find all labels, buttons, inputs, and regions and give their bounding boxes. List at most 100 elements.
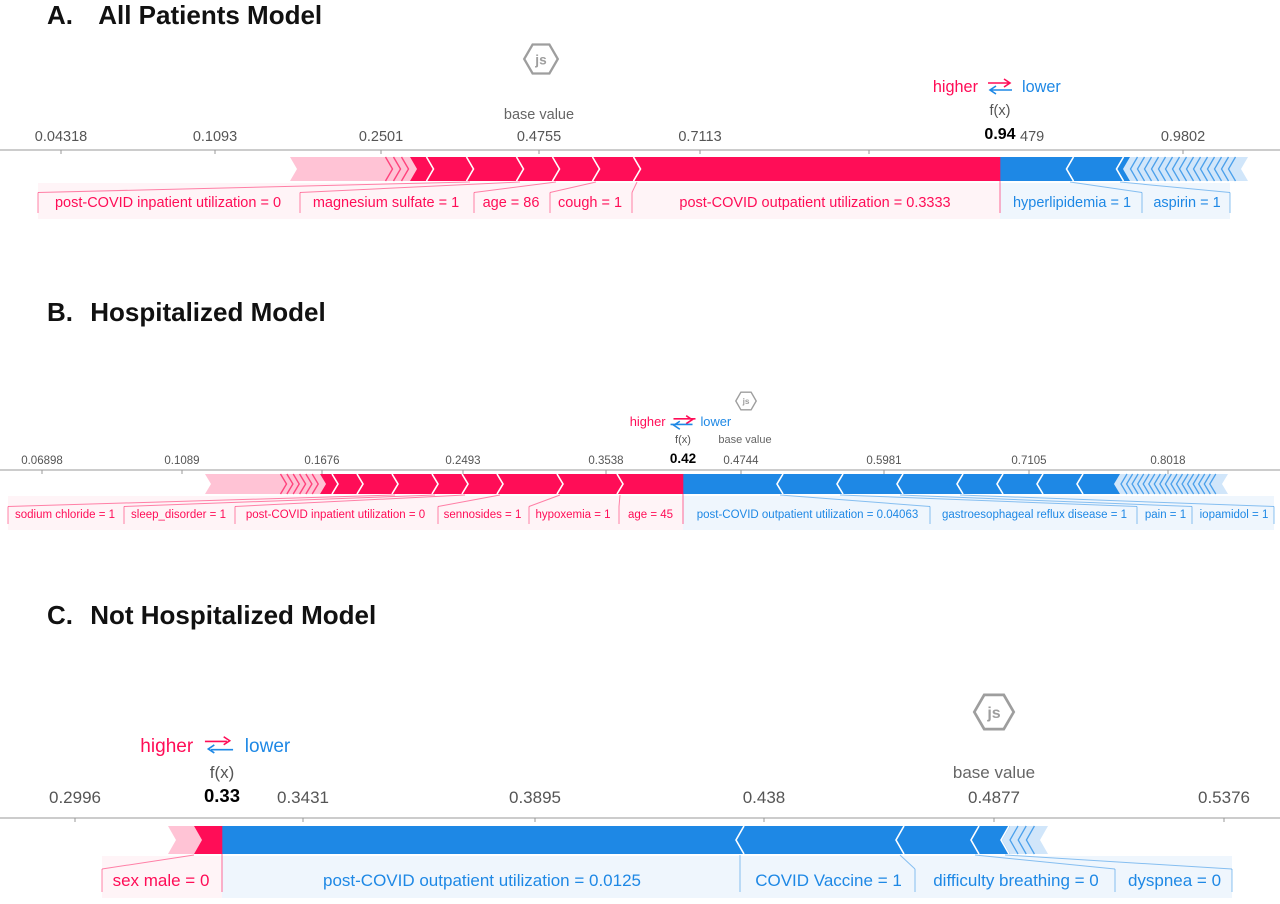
lower-label: lower — [245, 736, 291, 757]
fade-bar-higher — [168, 826, 202, 854]
arrow-left-icon — [988, 85, 1012, 95]
lower-label: lower — [700, 414, 731, 429]
segment-divider — [391, 473, 399, 495]
tick-label: 0.8018 — [1150, 455, 1185, 467]
feature-label-higher: sodium chloride = 1 — [15, 509, 115, 521]
label-shade-higher — [8, 496, 683, 530]
segment-divider — [970, 825, 980, 855]
tick-label: 0.1089 — [164, 455, 199, 467]
arrow-right-icon — [204, 736, 232, 746]
force-plot-hospitalized: js higher lower f(x) base value 0.06898 0.1089… — [0, 391, 1280, 530]
chevron-mark — [305, 473, 313, 495]
feature-label-lower: dyspnea = 0 — [1128, 871, 1221, 890]
label-shade-lower — [683, 496, 1274, 530]
segment-divider — [356, 473, 364, 495]
label-connector — [839, 494, 1138, 507]
segment-divider — [425, 156, 435, 182]
feature-label-higher: cough = 1 — [558, 195, 622, 211]
bar-higher-region — [410, 157, 1000, 181]
chevron-mark — [1025, 825, 1035, 855]
chevron-mark — [1175, 473, 1184, 495]
tick-label: 0.9802 — [1161, 129, 1205, 145]
js-logo-icon — [734, 391, 758, 411]
feature-label-lower: gastroesophageal reflux disease = 1 — [942, 509, 1127, 521]
tick-label: 0.1676 — [304, 455, 339, 467]
bar-lower-region — [683, 474, 1120, 494]
segment-divider — [776, 473, 784, 495]
chevron-mark — [286, 473, 294, 495]
chevron-mark — [1159, 473, 1167, 495]
segment-divider — [836, 473, 844, 495]
panel-a-title: A. All Patients Model — [47, 0, 322, 31]
fx-value: 0.42 — [670, 451, 696, 466]
chevron-mark — [1186, 473, 1195, 495]
chevron-mark — [1129, 156, 1139, 182]
panel-c-name: Not Hospitalized Model — [90, 600, 377, 630]
bar-higher-region — [320, 474, 683, 494]
fx-value: 0.33 — [204, 785, 240, 806]
chevron-mark — [1136, 156, 1146, 182]
tick-label: 0.2493 — [445, 455, 480, 467]
feature-label-lower: iopamidol = 1 — [1200, 509, 1269, 521]
panel-c-letter: C. — [47, 600, 73, 630]
bar-lower-region — [222, 826, 1010, 854]
tick-label: 0.7113 — [678, 129, 721, 145]
chevron-mark — [1009, 825, 1019, 855]
segment-divider — [461, 473, 469, 495]
segment-divider — [896, 473, 904, 495]
feature-label-lower: difficulty breathing = 0 — [933, 871, 1099, 890]
segment-divider — [551, 156, 561, 182]
chevron-mark — [1157, 156, 1167, 182]
tick-label: 0.4877 — [968, 788, 1020, 807]
feature-label-higher: magnesium sulfate = 1 — [313, 195, 459, 211]
tick-label: 0.4744 — [723, 455, 759, 467]
base-value-label: base value — [504, 107, 574, 123]
chevron-mark — [1199, 156, 1209, 182]
chevron-mark — [292, 473, 301, 495]
panel-b-title: B. Hospitalized Model — [47, 297, 326, 328]
tick-label: 0.2996 — [49, 788, 101, 807]
tick-label: 0.438 — [743, 788, 786, 807]
segment-divider — [956, 473, 964, 495]
chevron-mark — [1181, 473, 1189, 495]
base-value-label: base value — [718, 434, 771, 446]
feature-label-higher: sex male = 0 — [113, 871, 210, 890]
chevron-mark — [400, 156, 410, 182]
segment-divider — [556, 473, 564, 495]
chevron-mark — [1142, 473, 1150, 495]
chevron-mark — [1148, 473, 1156, 495]
panel-a-letter: A. — [47, 0, 73, 30]
fx-label: f(x) — [990, 103, 1011, 119]
tick-label: 0.3895 — [509, 788, 561, 807]
chevron-mark — [1197, 473, 1206, 495]
chevron-mark — [1120, 473, 1128, 495]
force-plot-not-hospitalized: js higher lower f(x) base value 0.2996 0.3431 0… — [0, 693, 1280, 898]
chevron-mark — [1131, 473, 1139, 495]
feature-label-lower: aspirin = 1 — [1153, 195, 1220, 211]
lower-label: lower — [1022, 78, 1061, 96]
chevron-mark — [298, 473, 307, 495]
tick-label: 0.3538 — [588, 455, 623, 467]
panel-a-name: All Patients Model — [98, 0, 323, 30]
segment-divider — [895, 825, 905, 855]
tick-label: 0.04318 — [35, 129, 87, 145]
label-connector — [779, 494, 931, 507]
segment-divider — [632, 156, 642, 182]
fx-label: f(x) — [675, 434, 691, 446]
chevron-mark — [1153, 473, 1161, 495]
chevron-mark — [392, 156, 402, 182]
segment-divider — [591, 156, 601, 182]
arrow-right-icon — [673, 415, 696, 425]
segment-divider — [735, 825, 745, 855]
segment-divider — [1115, 156, 1125, 182]
higher-label: higher — [630, 414, 667, 429]
label-connector — [549, 181, 597, 193]
fade-bar-higher — [290, 157, 417, 181]
label-connector — [234, 494, 466, 507]
feature-label-higher: sennosides = 1 — [444, 509, 522, 521]
tick-label: 0.1093 — [193, 129, 237, 145]
segment-divider — [496, 473, 504, 495]
chevron-mark — [1171, 156, 1181, 182]
chevron-mark — [1125, 473, 1134, 495]
tick-label-partial: 479 — [1020, 129, 1044, 145]
